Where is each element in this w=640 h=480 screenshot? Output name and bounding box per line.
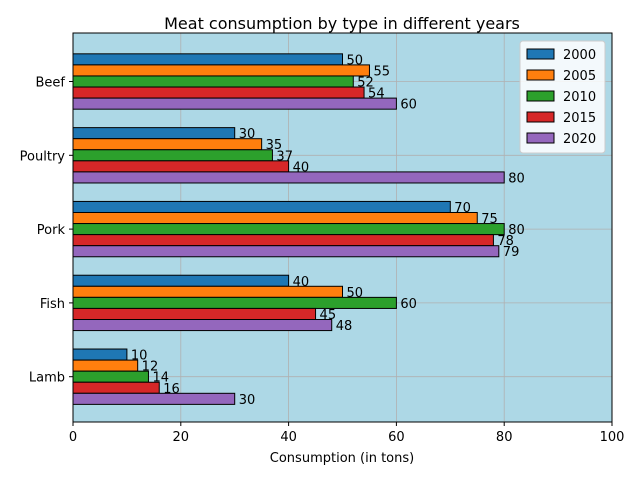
bar-poultry-2010	[72, 149, 273, 162]
bar-beef-2020	[72, 97, 397, 110]
data-label: 10	[131, 349, 148, 364]
data-label: 14	[152, 371, 169, 386]
data-label: 16	[163, 382, 180, 397]
bar-beef-2015	[72, 86, 365, 99]
y-tick-label: Pork	[37, 223, 66, 238]
data-label: 80	[508, 171, 525, 186]
y-tick-label: Beef	[36, 76, 66, 91]
bar-beef-2005	[72, 64, 370, 77]
bar-lamb-2010	[72, 370, 149, 383]
y-tick-label: Poultry	[20, 149, 66, 164]
bar-lamb-2020	[72, 392, 236, 405]
legend-label: 2005	[563, 69, 596, 84]
legend-label: 2010	[563, 90, 596, 105]
data-label: 40	[293, 275, 310, 290]
bar-beef-2010	[72, 75, 354, 88]
data-label: 50	[347, 53, 364, 68]
legend-label: 2015	[563, 111, 596, 126]
bar-beef-2000	[72, 53, 343, 66]
data-label: 79	[503, 245, 520, 260]
data-label: 30	[239, 127, 256, 142]
legend-swatch	[526, 111, 555, 123]
data-label: 78	[497, 234, 514, 249]
bar-poultry-2005	[72, 138, 263, 151]
data-label: 30	[239, 393, 256, 408]
bar-lamb-2005	[72, 359, 139, 372]
x-tick-label: 60	[388, 430, 405, 445]
bar-pork-2020	[72, 245, 500, 258]
data-label: 80	[508, 223, 525, 238]
data-label: 35	[266, 138, 283, 153]
legend-label: 2020	[563, 132, 596, 147]
chart-title: Meat consumption by type in different ye…	[164, 14, 520, 33]
data-label: 70	[454, 201, 471, 216]
x-tick-label: 20	[173, 430, 190, 445]
bar-lamb-2015	[72, 381, 160, 394]
data-labels-group: 5055525460303537408070758078794050604548…	[131, 53, 525, 407]
bar-pork-2000	[72, 200, 451, 213]
legend-box	[519, 40, 606, 154]
bar-fish-2020	[72, 319, 333, 332]
data-label: 60	[400, 98, 417, 113]
y-tick-label: Lamb	[29, 371, 65, 386]
bar-pork-2015	[72, 234, 494, 247]
x-tick-label: 80	[496, 430, 513, 445]
bar-poultry-2015	[72, 160, 290, 173]
y-axis-ticks: Beef Poultry Pork Fish Lamb	[20, 76, 73, 386]
data-label: 48	[336, 319, 353, 334]
data-label: 52	[357, 76, 374, 91]
legend-swatch	[526, 69, 555, 81]
bar-poultry-2020	[72, 171, 505, 184]
data-label: 60	[400, 297, 417, 312]
data-label: 45	[320, 308, 337, 323]
bar-pork-2010	[72, 223, 505, 236]
data-label: 50	[347, 286, 364, 301]
x-tick-label: 100	[600, 430, 625, 445]
bar-fish-2015	[72, 307, 317, 321]
data-label: 54	[368, 87, 385, 102]
x-axis-title: Consumption (in tons)	[270, 451, 414, 466]
legend-swatch	[526, 132, 555, 144]
data-label: 12	[142, 360, 159, 375]
data-label: 40	[293, 160, 310, 175]
bar-lamb-2000	[72, 348, 128, 361]
data-label: 75	[481, 212, 498, 227]
bar-poultry-2000	[72, 127, 236, 140]
plot-frame	[72, 32, 613, 423]
legend-label: 2000	[563, 48, 596, 63]
legend-swatch	[526, 90, 555, 102]
bar-pork-2005	[72, 211, 478, 225]
x-tick-label: 40	[280, 430, 297, 445]
data-label: 55	[373, 64, 390, 79]
data-label: 37	[276, 149, 293, 164]
x-tick-label: 0	[69, 430, 77, 445]
legend-swatch	[526, 48, 555, 60]
x-axis-ticks: 0 20 40 60 80 100	[69, 422, 625, 445]
y-tick-label: Fish	[40, 297, 65, 312]
legend: 2000 2005 2010 2015 2020	[519, 40, 606, 154]
bar-fish-2000	[72, 274, 290, 287]
